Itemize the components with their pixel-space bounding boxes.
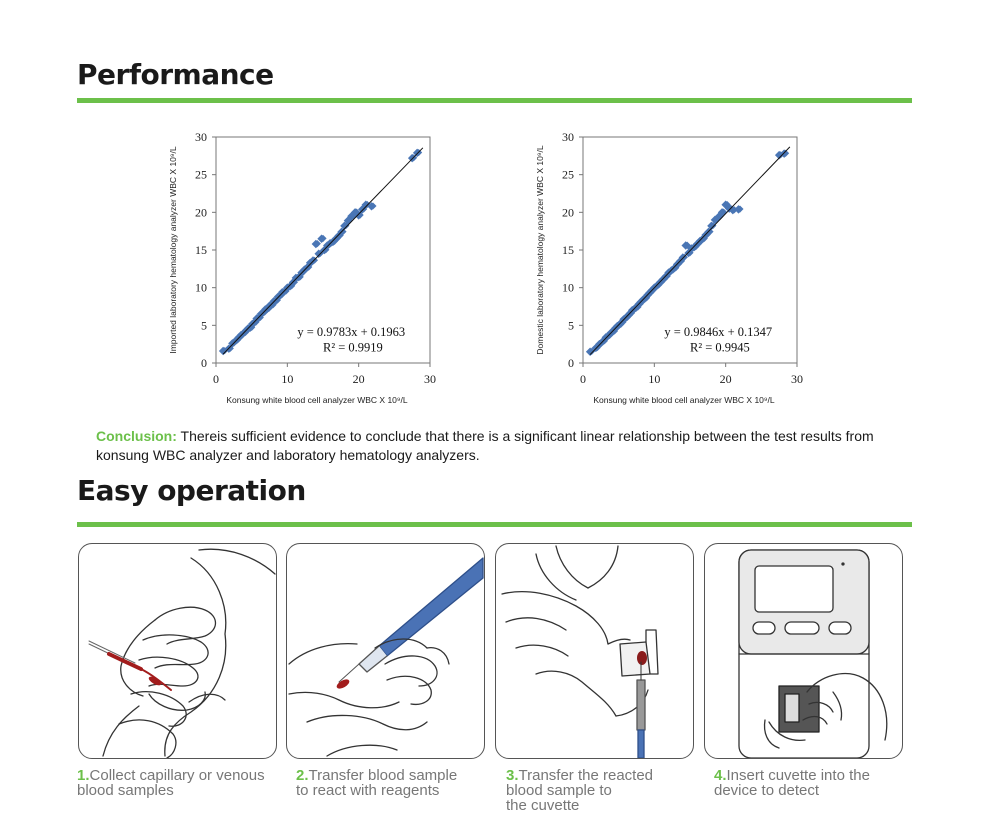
data-point-cluster [356, 211, 364, 219]
y-axis-label: Domestic laboratory hematology analyzer … [535, 145, 545, 354]
y-tick-label: 10 [562, 281, 574, 295]
x-tick-label: 20 [720, 372, 732, 386]
hand-pipette-transfer-icon [288, 557, 484, 757]
y-tick-label: 25 [562, 168, 574, 182]
x-tick-label: 10 [648, 372, 660, 386]
y-tick-label: 30 [195, 130, 207, 144]
r-squared-label: R² = 0.9919 [323, 341, 383, 355]
step-2-caption: 2.Transfer blood sample to react with rea… [296, 768, 457, 798]
x-tick-label: 10 [281, 372, 293, 386]
step-1-caption: 1.Collect capillary or venous blood sampl… [77, 768, 265, 798]
y-tick-label: 15 [562, 243, 574, 257]
step-2-line-2: to react with reagents [296, 782, 440, 799]
y-tick-label: 30 [562, 130, 574, 144]
y-tick-label: 0 [201, 356, 207, 370]
step-4-line-2: device to detect [714, 782, 820, 799]
analyzer-device-insert-icon [738, 549, 888, 758]
regression-line [222, 147, 424, 355]
x-tick-label: 0 [580, 372, 586, 386]
step-2-number: 2. [296, 767, 309, 784]
y-tick-label: 20 [562, 205, 574, 219]
operation-divider [77, 522, 912, 527]
step-4-number: 4. [714, 767, 727, 784]
regression-equation: y = 0.9846x + 0.1347 [664, 325, 772, 339]
y-tick-label: 15 [195, 243, 207, 257]
y-tick-label: 10 [195, 281, 207, 295]
data-point-cluster [319, 234, 327, 242]
y-tick-label: 20 [195, 205, 207, 219]
step-1-line-2: blood samples [77, 782, 174, 799]
hand-collecting-blood-icon [88, 548, 276, 758]
data-point-cluster [339, 228, 347, 236]
step-1-number: 1. [77, 767, 90, 784]
wbc-regression-chart-domestic: 0 5 10 15 20 25 30 0 10 20 30 y = 0.9846x + 0.1347 R… [527, 125, 817, 419]
step-3-caption: 3.Transfer the reacted blood sample to the… [506, 768, 653, 813]
step-3-line-3: the cuvette [506, 797, 580, 814]
regression-equation: y = 0.9783x + 0.1963 [297, 325, 405, 339]
conclusion-paragraph: Conclusion: Thereis sufficient evidence … [96, 427, 916, 465]
step-3-number: 3. [506, 767, 519, 784]
wbc-regression-chart-imported: 0 5 10 15 20 25 30 0 10 20 30 y = 0.9783x + 0.1963 R… [160, 125, 450, 419]
step-2-illustration [286, 543, 485, 759]
r-squared-label: R² = 0.9945 [690, 341, 750, 355]
step-3-line-2: blood sample to [506, 782, 612, 799]
y-tick-label: 5 [201, 318, 207, 332]
x-axis-label: Konsung white blood cell analyzer WBC X … [226, 395, 408, 405]
y-tick-label: 5 [568, 318, 574, 332]
chart-svg: 0 5 10 15 20 25 30 0 10 20 30 y = 0.9783x + 0.1963 R… [168, 130, 436, 405]
y-tick-label: 0 [568, 356, 574, 370]
x-tick-label: 30 [424, 372, 436, 386]
conclusion-text: Thereis sufficient evidence to conclude … [96, 428, 874, 463]
step-3-line-1: Transfer the reacted [518, 767, 654, 784]
x-tick-label: 0 [213, 372, 219, 386]
chart-svg: 0 5 10 15 20 25 30 0 10 20 30 y = 0.9846x + 0.1347 R… [535, 130, 803, 405]
step-4-caption: 4.Insert cuvette into the device to detec… [714, 768, 870, 798]
hand-cuvette-fill-icon [501, 545, 659, 758]
y-tick-label: 25 [195, 168, 207, 182]
conclusion-lead: Conclusion: [96, 428, 177, 444]
step-4-line-1: Insert cuvette into the [726, 767, 870, 784]
x-tick-label: 30 [791, 372, 803, 386]
step-3-illustration [495, 543, 694, 759]
step-1-illustration [78, 543, 277, 759]
data-point-cluster [313, 240, 321, 248]
x-tick-label: 20 [353, 372, 365, 386]
x-axis-label: Konsung white blood cell analyzer WBC X … [593, 395, 775, 405]
regression-line [589, 146, 791, 355]
y-axis-label: Imported laboratory hematology analyzer … [168, 146, 178, 354]
step-2-line-1: Transfer blood sample [308, 767, 458, 784]
performance-divider [77, 98, 912, 103]
performance-title: Performance [77, 58, 274, 91]
step-4-illustration [704, 543, 903, 759]
operation-title: Easy operation [77, 474, 306, 507]
step-1-line-1: Collect capillary or venous [89, 767, 265, 784]
